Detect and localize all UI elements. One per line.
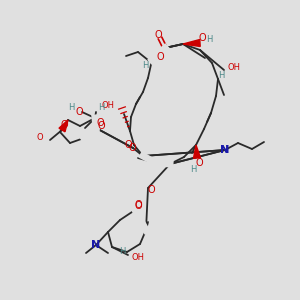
Text: O: O [195, 158, 203, 168]
Text: O: O [156, 52, 164, 62]
Text: H: H [98, 103, 104, 112]
Text: H: H [142, 61, 148, 70]
Text: H: H [119, 247, 125, 256]
Text: N: N [92, 240, 100, 250]
Text: O: O [97, 121, 105, 131]
Text: O: O [124, 140, 132, 150]
Text: O: O [128, 143, 136, 153]
Text: O: O [75, 107, 83, 117]
Text: N: N [220, 145, 230, 155]
Text: H: H [218, 70, 224, 80]
Text: OH: OH [132, 253, 145, 262]
Text: OH: OH [227, 62, 240, 71]
Text: OH: OH [101, 100, 114, 109]
Text: H: H [206, 34, 212, 43]
Text: O: O [60, 120, 68, 130]
Text: O: O [134, 200, 142, 210]
Polygon shape [194, 145, 200, 158]
Text: H: H [68, 103, 74, 112]
Text: O: O [154, 30, 162, 40]
Text: O: O [36, 134, 43, 142]
Polygon shape [183, 40, 200, 46]
Text: O: O [134, 201, 142, 211]
Text: H: H [190, 164, 196, 173]
Polygon shape [59, 120, 68, 132]
Text: N: N [220, 145, 230, 155]
Text: O: O [198, 33, 206, 43]
Text: O: O [147, 185, 155, 195]
Text: O: O [96, 118, 104, 128]
